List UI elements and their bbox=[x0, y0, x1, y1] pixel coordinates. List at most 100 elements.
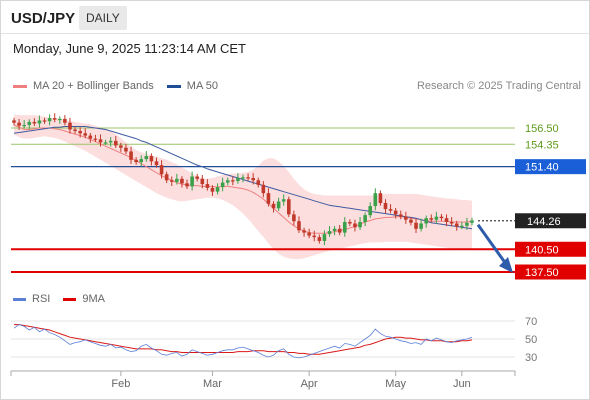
candle-body-1 bbox=[17, 122, 21, 126]
candle-body-50 bbox=[266, 193, 271, 204]
legend-label-rsi: RSI bbox=[32, 293, 51, 305]
candle-body-22 bbox=[124, 147, 128, 152]
candle-body-88 bbox=[460, 225, 464, 227]
x-tick-label-mar: Mar bbox=[203, 378, 222, 390]
candle-body-0 bbox=[12, 120, 16, 123]
candle-body-5 bbox=[37, 120, 42, 124]
candles-group bbox=[12, 113, 474, 246]
candle-body-48 bbox=[256, 180, 261, 185]
candle-body-32 bbox=[175, 178, 179, 182]
candle-body-80 bbox=[419, 223, 423, 229]
candle-body-64 bbox=[337, 228, 342, 233]
legend-item-ma50: MA 50 bbox=[166, 80, 218, 92]
candle-body-73 bbox=[383, 203, 388, 210]
candle-body-26 bbox=[144, 156, 149, 160]
candle-body-47 bbox=[251, 178, 255, 181]
current-price-value: 144.26 bbox=[527, 216, 561, 228]
candle-body-46 bbox=[246, 177, 250, 179]
forecast-arrow-shaft bbox=[476, 223, 508, 265]
rsi-tick-label-2: 30 bbox=[525, 352, 537, 364]
candle-body-20 bbox=[113, 140, 118, 146]
candle-body-75 bbox=[393, 210, 398, 215]
rsi-tick-label-1: 50 bbox=[525, 334, 537, 346]
candle-body-49 bbox=[261, 184, 266, 194]
candle-body-7 bbox=[47, 118, 52, 122]
candle-body-29 bbox=[159, 165, 164, 175]
candle-body-11 bbox=[68, 122, 72, 130]
credit-label: Research © 2025 Trading Central bbox=[416, 80, 581, 92]
x-tick-label-feb: Feb bbox=[111, 378, 130, 390]
candle-body-53 bbox=[281, 199, 286, 202]
ma50-swatch bbox=[166, 84, 181, 88]
candle-body-83 bbox=[434, 216, 439, 220]
candle-body-62 bbox=[327, 231, 332, 235]
candle-body-25 bbox=[139, 159, 144, 163]
legend-label-ma20: MA 20 + Bollinger Bands bbox=[33, 80, 154, 92]
price-legend: MA 20 + Bollinger Bands MA 50 bbox=[13, 80, 231, 92]
x-tick-label-apr: Apr bbox=[301, 378, 318, 390]
candle-body-61 bbox=[322, 234, 327, 241]
level-label-bg-4 bbox=[515, 241, 586, 257]
rsi-tick-label-0: 70 bbox=[525, 316, 537, 328]
current-price-label: 144.26 bbox=[515, 213, 586, 229]
candle-body-86 bbox=[449, 221, 454, 224]
x-tick-label-jun: Jun bbox=[453, 378, 471, 390]
x-tick-label-may: May bbox=[385, 378, 406, 390]
legend-label-ma50: MA 50 bbox=[186, 80, 218, 92]
candle-body-14 bbox=[83, 133, 88, 136]
ma9-swatch bbox=[63, 297, 77, 301]
candle-body-36 bbox=[195, 176, 199, 179]
candle-body-90 bbox=[470, 220, 474, 223]
candle-body-55 bbox=[292, 214, 296, 222]
candle-body-45 bbox=[241, 177, 245, 179]
candle-body-87 bbox=[454, 223, 459, 227]
resistance-label-0: 156.50 bbox=[525, 123, 559, 135]
legend-label-9ma: 9MA bbox=[82, 293, 105, 305]
timeframe-badge[interactable]: DAILY bbox=[79, 6, 127, 30]
symbol-title: USD/JPY bbox=[11, 10, 76, 27]
legend-item-9ma: 9MA bbox=[63, 293, 105, 305]
candle-body-39 bbox=[210, 187, 215, 192]
forecast-arrow-head bbox=[499, 257, 513, 273]
bollinger-band-area bbox=[14, 114, 472, 260]
candle-body-21 bbox=[119, 145, 123, 148]
ma20-swatch bbox=[13, 84, 27, 88]
candle-body-66 bbox=[348, 221, 352, 224]
candle-body-89 bbox=[465, 222, 469, 226]
candle-body-2 bbox=[22, 124, 26, 127]
candle-body-63 bbox=[332, 228, 337, 232]
candle-body-31 bbox=[169, 180, 174, 182]
candle-body-70 bbox=[368, 206, 373, 216]
candle-body-42 bbox=[225, 180, 230, 183]
candle-body-77 bbox=[404, 216, 408, 220]
candle-body-69 bbox=[363, 215, 367, 222]
current-price-label-bg bbox=[515, 213, 586, 229]
candle-body-57 bbox=[302, 230, 306, 233]
candle-body-52 bbox=[276, 201, 281, 209]
candle-body-68 bbox=[358, 221, 362, 228]
rsi-swatch bbox=[13, 297, 26, 301]
candle-body-13 bbox=[78, 131, 82, 134]
candle-body-35 bbox=[190, 176, 194, 187]
candle-body-84 bbox=[439, 216, 444, 219]
candle-body-74 bbox=[388, 209, 393, 211]
datetime-label: Monday, June 9, 2025 11:23:14 AM CET bbox=[13, 41, 246, 56]
candle-body-24 bbox=[134, 159, 138, 163]
candle-body-76 bbox=[398, 214, 403, 217]
candle-body-79 bbox=[414, 222, 418, 229]
candle-body-59 bbox=[312, 235, 317, 238]
candle-body-43 bbox=[231, 180, 235, 182]
candle-body-65 bbox=[342, 221, 347, 233]
header-divider bbox=[1, 33, 589, 34]
level-label-bg-2 bbox=[515, 159, 586, 175]
candle-body-12 bbox=[73, 129, 77, 132]
level-label-bg-5 bbox=[515, 264, 586, 280]
candle-body-37 bbox=[200, 178, 205, 185]
rsi-legend: RSI 9MA bbox=[13, 293, 118, 305]
candle-body-82 bbox=[429, 218, 434, 220]
level-label-support-4: 140.50 bbox=[525, 244, 559, 256]
candle-body-56 bbox=[297, 221, 301, 231]
candle-body-44 bbox=[236, 178, 240, 182]
legend-item-rsi: RSI bbox=[13, 293, 50, 305]
